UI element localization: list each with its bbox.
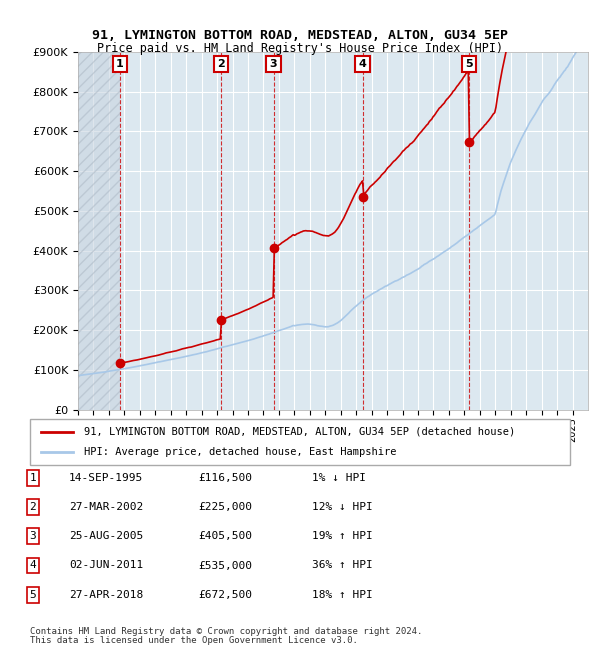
Text: 14-SEP-1995: 14-SEP-1995 [69, 473, 143, 483]
Text: This data is licensed under the Open Government Licence v3.0.: This data is licensed under the Open Gov… [30, 636, 358, 645]
Bar [78, 52, 120, 410]
Text: 4: 4 [29, 560, 37, 571]
Text: £116,500: £116,500 [198, 473, 252, 483]
Text: 12% ↓ HPI: 12% ↓ HPI [312, 502, 373, 512]
Text: 5: 5 [466, 59, 473, 69]
Text: 1: 1 [116, 59, 124, 69]
Text: 19% ↑ HPI: 19% ↑ HPI [312, 531, 373, 541]
Text: £405,500: £405,500 [198, 531, 252, 541]
Text: £535,000: £535,000 [198, 560, 252, 571]
Text: 2: 2 [217, 59, 224, 69]
Text: £672,500: £672,500 [198, 590, 252, 600]
Text: 5: 5 [29, 590, 37, 600]
Text: 27-MAR-2002: 27-MAR-2002 [69, 502, 143, 512]
FancyBboxPatch shape [30, 419, 570, 465]
Text: 4: 4 [359, 59, 367, 69]
Text: 91, LYMINGTON BOTTOM ROAD, MEDSTEAD, ALTON, GU34 5EP (detached house): 91, LYMINGTON BOTTOM ROAD, MEDSTEAD, ALT… [84, 427, 515, 437]
Text: HPI: Average price, detached house, East Hampshire: HPI: Average price, detached house, East… [84, 447, 397, 457]
Text: 91, LYMINGTON BOTTOM ROAD, MEDSTEAD, ALTON, GU34 5EP: 91, LYMINGTON BOTTOM ROAD, MEDSTEAD, ALT… [92, 29, 508, 42]
Text: 18% ↑ HPI: 18% ↑ HPI [312, 590, 373, 600]
Text: Contains HM Land Registry data © Crown copyright and database right 2024.: Contains HM Land Registry data © Crown c… [30, 627, 422, 636]
Text: 02-JUN-2011: 02-JUN-2011 [69, 560, 143, 571]
Text: Price paid vs. HM Land Registry's House Price Index (HPI): Price paid vs. HM Land Registry's House … [97, 42, 503, 55]
Text: 3: 3 [269, 59, 277, 69]
Text: 2: 2 [29, 502, 37, 512]
Text: 3: 3 [29, 531, 37, 541]
Text: 1% ↓ HPI: 1% ↓ HPI [312, 473, 366, 483]
Text: 36% ↑ HPI: 36% ↑ HPI [312, 560, 373, 571]
Text: 1: 1 [29, 473, 37, 483]
Text: 25-AUG-2005: 25-AUG-2005 [69, 531, 143, 541]
Text: £225,000: £225,000 [198, 502, 252, 512]
Text: 27-APR-2018: 27-APR-2018 [69, 590, 143, 600]
